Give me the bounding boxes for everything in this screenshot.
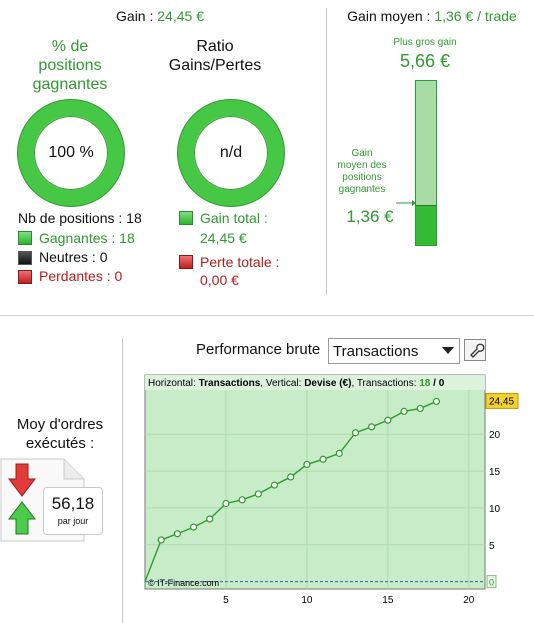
ratio-ring: n/d	[178, 100, 284, 206]
data-point	[303, 460, 311, 469]
gain-moyen-bar	[415, 80, 437, 246]
top-divider	[326, 8, 327, 295]
gain-moyen-bar-value: 1,36 €	[346, 207, 394, 226]
x-tick-label: 20	[463, 595, 475, 606]
data-point	[432, 397, 441, 406]
bottom-divider	[122, 338, 123, 623]
gagnantes-label: Gagnantes : 18	[39, 230, 135, 246]
x-tick-label: 10	[301, 595, 313, 606]
perte-totale-value: 0,00 €	[200, 272, 239, 288]
caption-line: gagnantes	[338, 184, 386, 195]
pct-title-line: % de	[51, 38, 89, 55]
ordres-title: Moy d'ordres exécutés :	[0, 415, 120, 453]
performance-select[interactable]: Transactions	[328, 338, 460, 364]
gagnantes-swatch	[18, 231, 32, 245]
data-point	[222, 499, 230, 508]
y-tick-label: 5	[489, 541, 495, 552]
ordres-unit: par jour	[57, 516, 89, 526]
gain-moyen-label: Gain moyen :	[347, 8, 435, 24]
ratio-title: Ratio Gains/Pertes	[160, 37, 270, 75]
caption-line: Gain	[351, 148, 373, 159]
caption-line: positions	[342, 172, 382, 183]
gain-total-value: 24,45 €	[200, 230, 247, 246]
y-tick-label: 15	[489, 467, 501, 478]
last-value-box	[485, 392, 519, 409]
x-tick-label: 15	[382, 595, 394, 606]
pct-positions-title: % de positions gagnantes	[15, 37, 125, 94]
data-point	[270, 481, 279, 489]
data-point	[416, 404, 424, 413]
data-point	[206, 515, 214, 523]
pct-ring-value: 100 %	[48, 144, 94, 161]
gain-moyen-title: Gain moyen : 1,36 € / trade	[330, 8, 534, 24]
gain-moyen-bar-caption: Gain moyen des positions gagnantes	[330, 148, 394, 196]
y-tick-label: 20	[489, 430, 501, 441]
chart-header-band	[145, 375, 485, 390]
neutres-label: Neutres : 0	[39, 249, 108, 265]
plot-background	[144, 374, 486, 590]
neutres-swatch	[18, 251, 32, 265]
gain-label: Gain :	[116, 8, 158, 24]
data-point	[319, 455, 327, 463]
data-point	[189, 523, 198, 531]
caption-line: moyen des	[337, 160, 387, 171]
data-point	[173, 530, 181, 538]
performance-select-value: Transactions	[333, 343, 419, 360]
ratio-ring-value: n/d	[219, 144, 243, 161]
performance-chart: Horizontal: Transactions, Vertical: Devi…	[144, 374, 519, 606]
data-point	[335, 449, 343, 457]
pct-title-line: gagnantes	[32, 76, 108, 93]
ratio-title-line: Gains/Pertes	[168, 57, 262, 74]
ordres-title-line: exécutés :	[25, 435, 95, 452]
arrow-down-icon	[8, 463, 36, 497]
last-value-label: 24,45	[489, 396, 514, 407]
data-point	[254, 490, 262, 498]
perte-totale-swatch	[179, 255, 193, 269]
zero-label-box	[486, 575, 497, 589]
data-point	[287, 473, 295, 481]
settings-button[interactable]	[464, 339, 486, 361]
arrow-up-icon	[8, 501, 36, 535]
data-point	[400, 407, 408, 415]
gain-title: Gain : 24,45 €	[0, 8, 320, 24]
x-tick-label: 5	[223, 595, 229, 606]
wrench-icon	[470, 343, 485, 358]
data-point	[238, 496, 246, 504]
arrow-right-icon	[396, 200, 416, 206]
data-point	[368, 423, 376, 431]
performance-label: Performance brute	[196, 341, 321, 358]
ordres-title-line: Moy d'ordres	[16, 416, 104, 433]
data-point	[384, 416, 392, 424]
gain-moyen-value: 1,36 € / trade	[434, 8, 517, 24]
pct-title-line: positions	[38, 57, 102, 74]
perdantes-label: Perdantes : 0	[39, 268, 123, 284]
data-point	[157, 536, 165, 544]
section-divider	[0, 315, 534, 316]
chevron-down-icon	[442, 347, 454, 354]
pct-positions-ring: 100 %	[18, 100, 124, 206]
chart-copyright: © IT-Finance.com	[148, 578, 219, 588]
perdantes-swatch	[18, 270, 32, 284]
gain-total-label: Gain total :	[200, 210, 268, 226]
perte-totale-label: Perte totale :	[200, 254, 280, 270]
gain-total-swatch	[179, 211, 193, 225]
chart-header: Horizontal: Transactions, Vertical: Devi…	[148, 378, 445, 389]
plus-gros-gain-value: 5,66 €	[399, 51, 451, 71]
ratio-title-line: Ratio	[196, 38, 234, 55]
zero-label: 0	[489, 578, 494, 588]
data-point	[351, 429, 360, 437]
ordres-badge: 56,18 par jour	[43, 487, 103, 535]
plus-gros-gain-label: Plus gros gain	[393, 37, 457, 48]
positions-count: Nb de positions : 18	[18, 210, 142, 226]
ordres-value: 56,18	[51, 494, 95, 513]
gain-moyen-bar-fill	[416, 204, 436, 245]
gain-value: 24,45 €	[157, 8, 204, 24]
y-tick-label: 10	[489, 504, 501, 515]
